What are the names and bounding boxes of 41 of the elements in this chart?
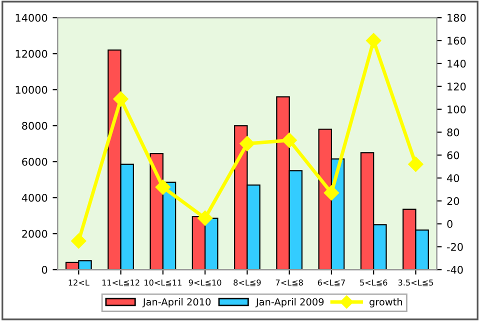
legend-label: Jan-April 2010 bbox=[142, 298, 211, 308]
y2-tick-label: 120 bbox=[448, 82, 466, 90]
y-tick-label: 2000 bbox=[22, 230, 48, 238]
legend-label: growth bbox=[370, 298, 402, 308]
x-tick-label: 11<L≦12 bbox=[102, 280, 140, 286]
point bbox=[155, 180, 171, 195]
point bbox=[113, 91, 128, 107]
y-tick-label: 6000 bbox=[22, 158, 48, 166]
y-tick-label: 10000 bbox=[16, 86, 48, 94]
y-tick-label: 12000 bbox=[16, 50, 48, 58]
y2-tick-label: 0 bbox=[447, 220, 452, 228]
point bbox=[408, 156, 424, 172]
y2-tick-label: 60 bbox=[447, 151, 460, 160]
point bbox=[282, 132, 297, 148]
y2-tick-label: 40 bbox=[447, 174, 460, 182]
x-tick-label: 3.5<L≦5 bbox=[398, 280, 433, 286]
x-tick-label: 10<L≦11 bbox=[144, 280, 182, 286]
y-tick-label: 0 bbox=[42, 266, 48, 274]
x-tick-label: 5<L≦6 bbox=[360, 280, 388, 286]
y2-tick-label: 160 bbox=[448, 36, 466, 45]
y2-tick-label: 100 bbox=[448, 106, 466, 114]
point bbox=[240, 136, 255, 152]
x-tick-label: 6<L≦7 bbox=[318, 280, 345, 286]
y-tick-label: 4000 bbox=[22, 194, 48, 202]
y2-tick-label: 140 bbox=[448, 60, 466, 68]
x-tick-label: 12<L bbox=[68, 280, 90, 286]
x-tick-label: 7<L≦8 bbox=[276, 280, 303, 286]
y-tick-label: 8000 bbox=[22, 122, 48, 130]
x-tick-label: 9<L≦10 bbox=[188, 280, 222, 286]
y2-tick-label: 180 bbox=[448, 14, 466, 22]
y2-tick-label: -20 bbox=[447, 242, 463, 251]
y2-tick-label: 80 bbox=[447, 128, 460, 136]
point bbox=[366, 32, 382, 48]
point bbox=[324, 185, 340, 200]
x-tick-label: 8<L≦9 bbox=[234, 280, 261, 286]
y2-tick-label: 20 bbox=[447, 197, 460, 206]
y2-tick-label: -40 bbox=[447, 266, 463, 274]
point bbox=[71, 233, 86, 249]
legend-label: Jan-April 2009 bbox=[255, 298, 324, 308]
y-tick-label: 14000 bbox=[16, 14, 48, 22]
point bbox=[197, 210, 213, 226]
